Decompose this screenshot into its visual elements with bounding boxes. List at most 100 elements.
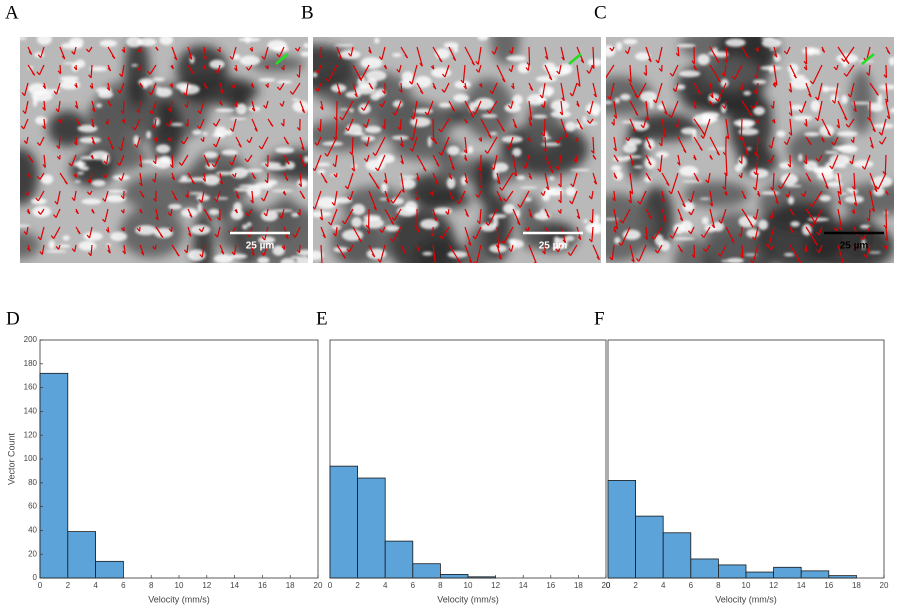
- bar: [745, 571, 775, 579]
- blob: [387, 208, 456, 263]
- vector-head: [250, 199, 254, 204]
- vector-head: [648, 161, 652, 166]
- vector: [811, 190, 823, 207]
- speck: [447, 145, 460, 156]
- y-tick-label: 140: [24, 407, 38, 416]
- vector-head: [886, 50, 891, 55]
- vector-head: [74, 105, 79, 109]
- speck: [564, 235, 575, 242]
- speck: [553, 236, 560, 242]
- vector: [661, 118, 667, 138]
- vector: [629, 118, 637, 133]
- speck: [81, 198, 102, 205]
- vector-head: [71, 248, 76, 253]
- vector-head: [635, 94, 639, 98]
- vector-head: [53, 214, 57, 218]
- speck: [89, 66, 108, 72]
- vector: [261, 136, 269, 150]
- vector: [629, 154, 635, 166]
- vector: [868, 64, 871, 76]
- speck: [726, 257, 744, 263]
- vector: [850, 82, 855, 98]
- vector: [592, 172, 598, 185]
- vector: [326, 136, 338, 157]
- speck: [888, 56, 894, 66]
- vector-head: [191, 180, 196, 185]
- vector-head: [280, 66, 285, 71]
- vector: [811, 208, 823, 227]
- speck: [655, 151, 669, 158]
- speck: [136, 37, 157, 47]
- vector-head: [260, 197, 265, 202]
- speck: [584, 121, 599, 125]
- vector-head: [693, 156, 697, 161]
- vector: [333, 190, 338, 206]
- vector-head: [58, 119, 62, 124]
- vector-head: [435, 181, 439, 185]
- x-tick-label: 16: [824, 581, 833, 590]
- speck: [258, 236, 276, 244]
- vector-head: [672, 88, 677, 92]
- vector-head: [661, 198, 665, 203]
- vector-head: [816, 231, 820, 236]
- vector: [771, 208, 775, 219]
- vector: [831, 154, 839, 170]
- vector-head: [176, 252, 180, 257]
- vector: [171, 154, 174, 168]
- vector-head: [258, 145, 263, 150]
- vector: [199, 100, 205, 114]
- micrograph: 25 µm: [606, 37, 894, 263]
- vector: [317, 82, 322, 92]
- vector-head: [529, 87, 534, 91]
- vector-head: [574, 138, 579, 143]
- vector-head: [430, 65, 435, 70]
- speck: [401, 71, 414, 83]
- vector: [169, 100, 173, 112]
- speck: [390, 197, 404, 205]
- vector: [755, 82, 759, 94]
- speck: [152, 77, 165, 82]
- vector-head: [436, 162, 440, 167]
- bar: [357, 477, 386, 579]
- vector-head: [679, 248, 683, 253]
- vector: [233, 82, 237, 89]
- speck: [188, 192, 206, 195]
- vector-head: [68, 162, 72, 167]
- speck: [859, 224, 871, 229]
- vector-head: [648, 58, 652, 63]
- vector: [645, 226, 648, 240]
- vector-head: [831, 141, 835, 146]
- vector-head: [445, 211, 449, 215]
- vector-head: [837, 200, 842, 205]
- vector-head: [152, 160, 157, 165]
- vector: [720, 244, 727, 257]
- speck: [364, 125, 382, 134]
- speck: [234, 187, 250, 192]
- vector: [40, 46, 45, 58]
- vector: [150, 82, 157, 96]
- vector-head: [347, 52, 352, 57]
- bar: [384, 540, 414, 579]
- vector: [263, 190, 269, 202]
- vector-head: [252, 175, 256, 180]
- vector-head: [36, 176, 41, 180]
- vector-head: [229, 161, 233, 166]
- x-tick-label: 18: [574, 581, 583, 590]
- vector-head: [396, 68, 400, 73]
- vector-head: [663, 218, 667, 223]
- speck: [280, 257, 296, 263]
- speck: [260, 210, 279, 222]
- vector-head: [558, 183, 562, 188]
- speck: [725, 38, 746, 47]
- vector: [672, 64, 679, 77]
- vector: [203, 46, 207, 60]
- vector: [837, 244, 844, 263]
- vector-head: [875, 91, 879, 96]
- speck: [258, 78, 276, 82]
- vector-head: [119, 73, 123, 78]
- vector-head: [368, 49, 372, 54]
- vector-head: [463, 149, 468, 154]
- vector-head: [264, 179, 269, 184]
- vector-head: [803, 66, 808, 71]
- vector-head: [570, 183, 574, 188]
